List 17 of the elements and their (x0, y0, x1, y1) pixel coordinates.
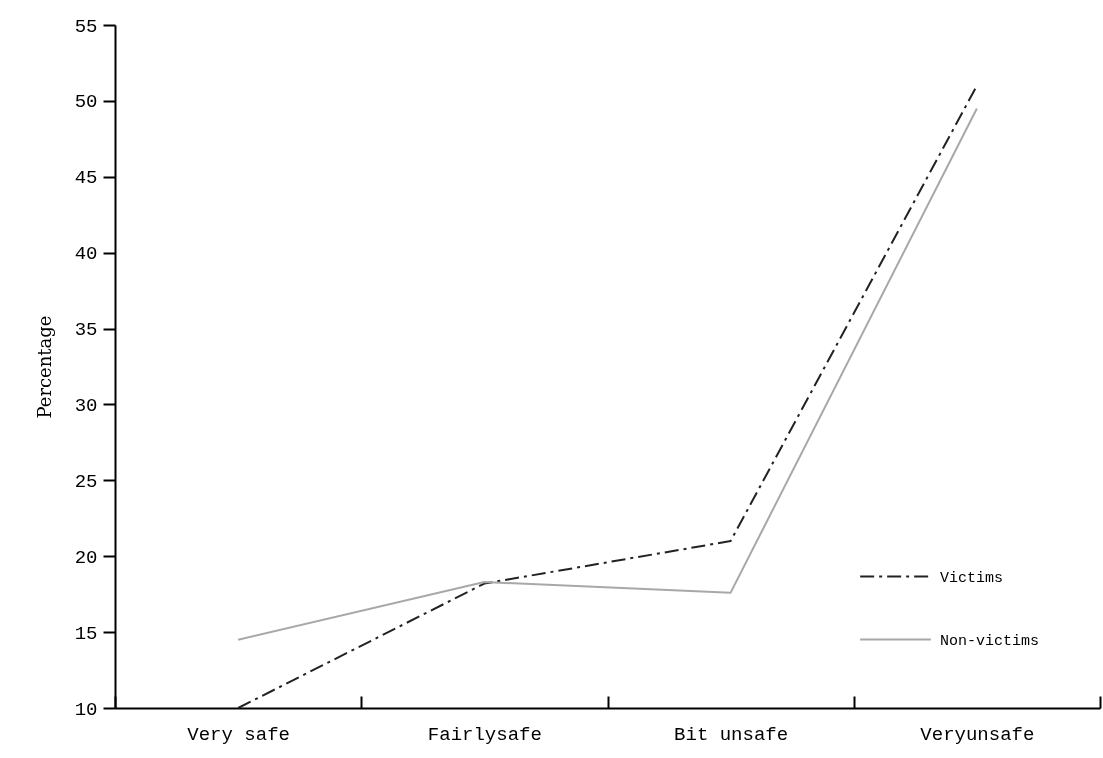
y-axis-title: Percentage (33, 315, 55, 419)
x-tick-label: Bit unsafe (674, 723, 789, 746)
x-tick-label: Fairlysafe (427, 723, 542, 746)
legend-label: Non-victims (940, 632, 1040, 650)
y-tick-label: 50 (74, 91, 98, 114)
y-tick-label: 25 (74, 470, 98, 493)
y-tick-label: 10 (74, 698, 98, 721)
y-tick-label: 20 (74, 546, 98, 569)
y-tick-label: 40 (74, 243, 98, 266)
x-tick-label: Veryunsafe (920, 723, 1035, 746)
y-tick-label: 45 (74, 167, 98, 190)
y-tick-label: 15 (74, 622, 98, 645)
y-tick-label: 30 (74, 394, 98, 417)
y-tick-label: 55 (74, 15, 98, 38)
x-tick-label: Very safe (187, 723, 290, 746)
legend-label: Victims (940, 569, 1004, 587)
y-tick-label: 35 (74, 319, 98, 342)
